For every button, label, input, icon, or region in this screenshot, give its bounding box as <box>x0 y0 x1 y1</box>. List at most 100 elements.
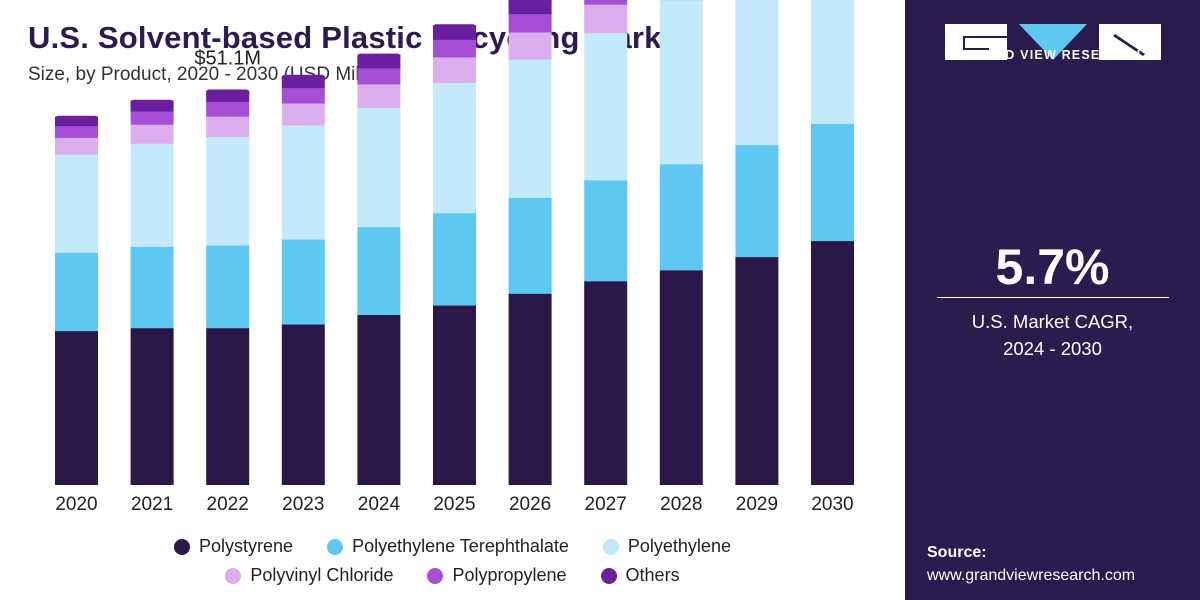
legend-label: Polystyrene <box>199 536 294 556</box>
legend-label: Others <box>625 565 680 585</box>
bar-segment <box>433 56 476 83</box>
bar-segment <box>206 327 250 485</box>
bar-segment <box>508 0 552 15</box>
bar-stack-2029 <box>735 0 779 485</box>
bar-segment <box>357 67 401 85</box>
logo-wordmark: GRAND VIEW RESEARCH <box>963 48 1142 62</box>
x-tick-label: 2020 <box>55 494 97 515</box>
bar-segment <box>584 0 628 5</box>
chart-panel: U.S. Solvent-based Plastic Recycling Mar… <box>0 0 905 586</box>
bar-stack-2021 <box>130 99 174 485</box>
bar-segment <box>130 100 174 112</box>
bar-segment <box>206 244 250 329</box>
x-tick-label: 2021 <box>131 494 173 515</box>
x-tick-label: 2030 <box>811 494 853 515</box>
source-link[interactable]: www.grandviewresearch.com <box>927 567 1136 584</box>
bar-segment <box>584 4 628 34</box>
value-annotation: $51.1M <box>194 47 261 69</box>
bar-segment <box>281 323 325 485</box>
bar-segment <box>357 54 401 69</box>
x-tick-label: 2022 <box>207 494 249 515</box>
bar-segment <box>659 163 703 271</box>
bar-segment <box>357 226 401 316</box>
bar-segment <box>508 197 552 294</box>
bar-segment <box>433 212 476 306</box>
x-tick-label: 2026 <box>509 494 551 515</box>
bar-segment <box>433 304 476 485</box>
bar-segment <box>508 31 552 60</box>
bar-segment <box>206 116 250 138</box>
bar-segment <box>281 124 325 240</box>
bar-segment <box>735 144 779 258</box>
bar-stack-2024 <box>357 53 401 485</box>
bar-segment <box>659 0 703 165</box>
bar-segment <box>130 327 174 485</box>
info-sidebar: GRAND VIEW RESEARCH 5.7% U.S. Market CAG… <box>905 0 1200 600</box>
bar-stack-2025 <box>433 24 476 485</box>
cagr-label: U.S. Market CAGR, 2024 - 2030 <box>905 308 1200 362</box>
bar-segment <box>130 246 174 329</box>
bar-stack-2027 <box>584 0 628 485</box>
x-tick-label: 2027 <box>585 494 627 515</box>
bar-stack-2028 <box>659 0 703 485</box>
legend-swatch <box>174 538 191 555</box>
bar-stack-2022 <box>206 89 250 485</box>
legend-swatch <box>600 567 617 584</box>
legend-row: Polystyrene Polyethylene Terephthalate P… <box>0 536 905 557</box>
bar-segment <box>206 90 250 103</box>
bar-stack-2026 <box>508 0 552 485</box>
legend-swatch <box>602 538 619 555</box>
bar-segment <box>130 110 174 125</box>
bar-segment <box>55 154 98 253</box>
bar-segment <box>357 107 401 228</box>
bar-segment <box>584 32 628 181</box>
logo-g-mark <box>945 24 1007 60</box>
logo-v-mark <box>1019 24 1087 60</box>
cagr-value: 5.7% <box>995 239 1110 295</box>
bar-segment <box>55 116 98 127</box>
bar-segment <box>55 330 98 485</box>
legend-swatch <box>327 538 344 555</box>
legend-item-polypropylene: Polypropylene <box>427 565 567 586</box>
bar-segment <box>508 293 552 485</box>
bar-segment <box>584 280 628 485</box>
bar-segment <box>433 25 476 40</box>
x-tick-label: 2025 <box>433 494 475 515</box>
bar-segment <box>206 136 250 246</box>
bar-segment <box>811 123 854 242</box>
logo-r-mark <box>1099 24 1161 60</box>
bar-segment <box>659 269 703 485</box>
bar-stack-2030 <box>811 0 854 485</box>
legend-item-others: Others <box>600 565 680 586</box>
legend-item-pvc: Polyvinyl Chloride <box>225 565 393 586</box>
bar-segment <box>811 0 854 124</box>
cagr-label-line: 2024 - 2030 <box>1003 338 1102 359</box>
bar-segment <box>433 39 476 58</box>
bar-segment <box>811 240 854 485</box>
bar-segment <box>281 87 325 104</box>
legend-item-polyethylene: Polyethylene <box>602 536 731 557</box>
x-tick-label: 2024 <box>358 494 401 515</box>
bar-segment <box>735 0 779 146</box>
cagr-divider <box>937 297 1169 298</box>
chart-title: U.S. Solvent-based Plastic Recycling Mar… <box>28 20 690 55</box>
bar-segment <box>55 125 98 138</box>
bar-stack-2020 <box>55 115 98 485</box>
legend-label: Polyethylene <box>627 536 731 556</box>
legend-label: Polyethylene Terephthalate <box>352 536 569 556</box>
legend-swatch <box>225 567 242 584</box>
bar-segment <box>433 82 476 214</box>
bar-segment <box>584 179 628 282</box>
bar-segment <box>206 101 250 117</box>
bar-segment <box>281 102 325 126</box>
legend-row: Polyvinyl Chloride Polypropylene Others <box>0 565 905 586</box>
bar-segment <box>281 239 325 325</box>
legend-item-pet: Polyethylene Terephthalate <box>327 536 569 557</box>
x-tick-label: 2028 <box>660 494 702 515</box>
bar-segment <box>508 13 552 33</box>
bar-segment <box>508 58 552 198</box>
legend-item-polystyrene: Polystyrene <box>174 536 293 557</box>
bar-segment <box>735 256 779 485</box>
bar-segment <box>55 252 98 332</box>
x-tick-label: 2023 <box>282 494 324 515</box>
